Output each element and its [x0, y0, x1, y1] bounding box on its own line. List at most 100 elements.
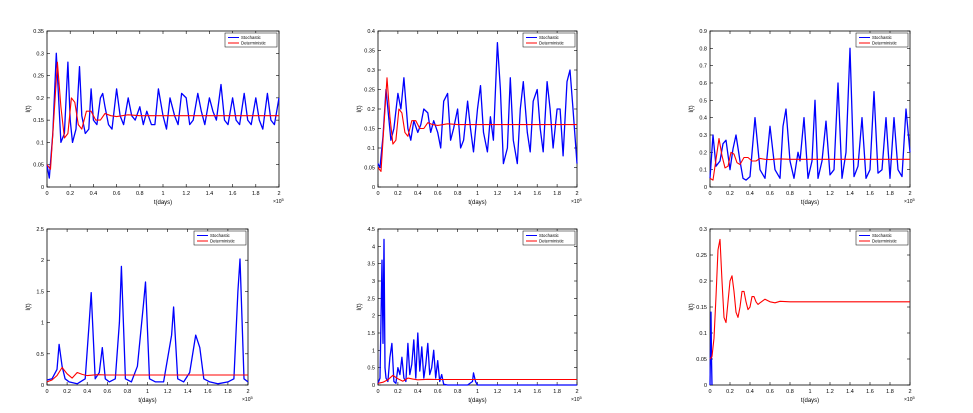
- plot-area: [709, 30, 911, 188]
- x-tick-label: 1.6: [866, 191, 874, 197]
- x-axis-label: t(days): [138, 398, 156, 404]
- y-axis-label: I(t): [689, 303, 695, 310]
- x-exponent-base: ×10: [242, 397, 251, 403]
- x-tick-label: 1.4: [513, 191, 521, 197]
- x-tick-label: 0.6: [766, 389, 774, 395]
- legend-label-deterministic: Deterministic: [241, 41, 267, 46]
- y-tick-label: 0.3: [699, 227, 707, 233]
- y-tick-label: 0.1: [367, 146, 375, 152]
- x-tick-label: 1.8: [553, 191, 561, 197]
- x-exponent-base: ×10: [273, 199, 282, 205]
- y-tick-label: 0.5: [367, 366, 375, 372]
- x-tick-label: 1: [161, 191, 164, 197]
- x-tick-label: 1.4: [846, 191, 854, 197]
- y-tick-label: 0.25: [364, 88, 375, 94]
- legend-label-deterministic: Deterministic: [539, 41, 565, 46]
- y-tick-label: 1.5: [367, 331, 375, 337]
- legend-label-stochastic: Stochastic: [539, 35, 560, 40]
- x-tick-label: 2: [575, 389, 578, 395]
- y-tick-label: 0: [372, 185, 375, 191]
- y-tick-label: 0.25: [33, 74, 44, 80]
- x-tick-label: 1.4: [184, 389, 192, 395]
- x-axis-label: t(days): [154, 200, 172, 206]
- x-axis-label: t(days): [801, 200, 819, 206]
- series-line-deterministic: [46, 61, 279, 170]
- y-tick-label: 0.05: [364, 166, 375, 172]
- x-tick-label: 1.6: [533, 191, 541, 197]
- x-tick-label: 0: [45, 191, 48, 197]
- x-tick-label: 0: [376, 389, 379, 395]
- y-tick-label: 0.3: [367, 68, 375, 74]
- x-tick-label: 0.4: [746, 389, 754, 395]
- x-exponent-base: ×10: [904, 199, 913, 205]
- y-tick-label: 4: [372, 244, 375, 250]
- x-tick-label: 1.8: [252, 191, 260, 197]
- x-tick-label: 0.2: [726, 389, 734, 395]
- x-tick-label: 0.2: [66, 191, 74, 197]
- x-tick-label: 1.8: [886, 191, 894, 197]
- x-tick-label: 1.2: [164, 389, 172, 395]
- x-axis-label: t(days): [468, 398, 486, 404]
- x-tick-label: 1.2: [826, 191, 834, 197]
- y-axis-label: I(t): [357, 105, 363, 112]
- y-tick-label: 3: [372, 279, 375, 285]
- x-tick-label: 2: [246, 389, 249, 395]
- x-tick-label: 0.2: [394, 389, 402, 395]
- y-tick-label: 0.1: [699, 168, 707, 174]
- x-exponent-base: ×10: [571, 199, 580, 205]
- x-tick-label: 0.8: [786, 389, 794, 395]
- y-axis-label: I(t): [357, 303, 363, 310]
- x-tick-label: 1.6: [204, 389, 212, 395]
- y-tick-label: 0.1: [36, 140, 44, 146]
- y-tick-label: 0.35: [33, 29, 44, 35]
- x-tick-label: 0.6: [113, 191, 121, 197]
- legend-label-stochastic: Stochastic: [241, 35, 262, 40]
- chart-panel-4: 0 0.2 0.4 0.6 0.8 1 1.2 1.4 1.6 1.8 2 0 0.5 1 1.5 2 2.5 t…: [26, 227, 253, 404]
- x-tick-label: 0.6: [434, 191, 442, 197]
- y-tick-label: 3.5: [367, 262, 375, 268]
- y-tick-label: 2: [372, 314, 375, 320]
- x-exponent: ×105: [273, 197, 284, 205]
- x-tick-label: 1.8: [224, 389, 232, 395]
- y-tick-label: 1.5: [36, 289, 44, 295]
- series-line-stochastic: [46, 258, 249, 385]
- x-exponent: ×105: [904, 395, 915, 403]
- x-tick-label: 2: [277, 191, 280, 197]
- y-tick-label: 0.35: [364, 49, 375, 55]
- legend-label-deterministic: Deterministic: [872, 239, 898, 244]
- x-tick-label: 0.8: [136, 191, 144, 197]
- chart-panel-5: 0 0.2 0.4 0.6 0.8 1 1.2 1.4 1.6 1.8 2 0 0.5 1 1.5 2 2.5 3…: [357, 227, 582, 404]
- x-tick-label: 0.4: [414, 191, 422, 197]
- x-tick-label: 0.2: [63, 389, 71, 395]
- x-exponent-base: ×10: [904, 397, 913, 403]
- x-tick-label: 1.2: [182, 191, 190, 197]
- series-line-deterministic: [709, 137, 910, 181]
- series-line-deterministic: [46, 366, 248, 383]
- series-line-stochastic: [46, 52, 280, 179]
- x-tick-label: 1.8: [886, 389, 894, 395]
- y-tick-label: 0.1: [699, 331, 707, 337]
- y-tick-label: 0.2: [699, 279, 707, 285]
- y-tick-label: 0.8: [699, 46, 707, 52]
- x-tick-label: 2: [908, 191, 911, 197]
- x-tick-label: 0: [45, 389, 48, 395]
- x-tick-label: 0.2: [394, 191, 402, 197]
- y-tick-label: 0.5: [36, 352, 44, 358]
- x-tick-label: 0.4: [90, 191, 98, 197]
- legend-label-deterministic: Deterministic: [872, 41, 898, 46]
- x-tick-label: 1: [476, 191, 479, 197]
- x-exponent: ×105: [242, 395, 253, 403]
- x-tick-label: 0.2: [726, 191, 734, 197]
- x-axis-label: t(days): [468, 200, 486, 206]
- x-tick-label: 1.6: [533, 389, 541, 395]
- x-tick-label: 1.4: [206, 191, 214, 197]
- y-tick-label: 0.7: [699, 64, 707, 70]
- x-tick-label: 0.8: [786, 191, 794, 197]
- y-axis-label: I(t): [26, 303, 32, 310]
- x-tick-label: 1.2: [494, 191, 502, 197]
- series-line-stochastic: [377, 42, 578, 169]
- y-tick-label: 0.25: [696, 253, 707, 259]
- x-exponent-power: 5: [912, 197, 915, 202]
- x-tick-label: 1: [808, 389, 811, 395]
